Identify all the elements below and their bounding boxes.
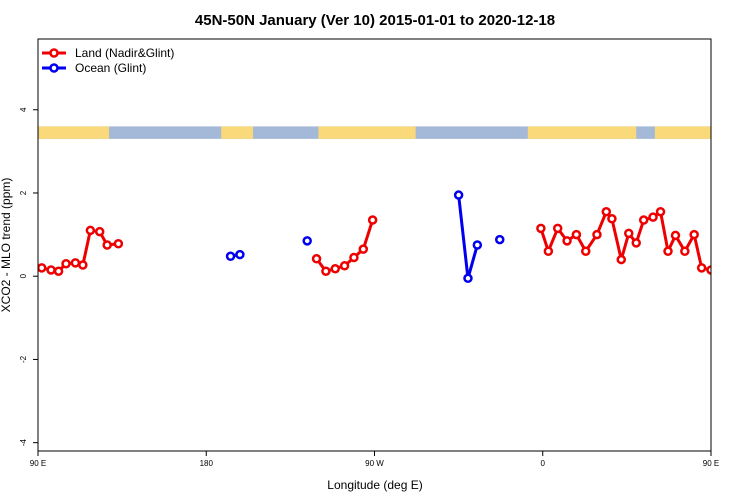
series-0-point-2-2: [552, 223, 563, 234]
land-band-2: [318, 126, 416, 139]
series-0-point-0-7: [94, 226, 105, 237]
y-tick-label-3: 2: [19, 190, 28, 195]
legend-label-1: Ocean (Glint): [75, 61, 146, 75]
series-0: [38, 206, 750, 276]
series-1-point-2-1: [463, 273, 473, 284]
series-0-point-2-13: [648, 212, 658, 222]
x-axis: 90 E 180 90 W 0 90 E: [30, 451, 719, 468]
series-0-point-0-0: [38, 263, 47, 273]
series-1-point-0-0: [225, 251, 236, 261]
land-band-1: [221, 126, 253, 139]
series-1-point-1-0: [302, 236, 312, 246]
x-tick-label-3: 0: [541, 459, 546, 468]
series-1-point-3-0: [495, 234, 505, 245]
series-0-point-1-3: [339, 261, 350, 271]
series-0-point-2-17: [680, 246, 690, 256]
y-tick-label-4: 4: [19, 107, 28, 112]
series-0-point-2-16: [670, 230, 681, 241]
series-0-point-0-1: [46, 265, 56, 275]
series-1-line-2: [457, 194, 479, 280]
series-0-point-0-9: [113, 239, 124, 249]
series-0-point-2-7: [601, 206, 612, 217]
series-1: [225, 190, 505, 284]
series-0-point-0-3: [61, 258, 71, 269]
series-layer: [38, 190, 750, 284]
series-0-point-2-22: [726, 260, 733, 267]
series-0-point-1-4: [349, 252, 359, 263]
series-0-point-2-21: [717, 268, 724, 275]
legend-marker-1: [49, 63, 59, 73]
chart-title: 45N-50N January (Ver 10) 2015-01-01 to 2…: [195, 12, 555, 29]
x-tick-label-0: 90 E: [30, 459, 46, 468]
legend-label-0: Land (Nadir&Glint): [75, 46, 174, 60]
y-tick-label-0: -4: [19, 439, 28, 447]
series-0-point-1-1: [321, 266, 331, 276]
series-0-point-2-15: [663, 246, 673, 256]
series-0-point-2-19: [696, 263, 707, 273]
series-0-point-2-9: [616, 254, 627, 265]
series-1-point-2-0: [453, 190, 464, 200]
legend: Land (Nadir&Glint)Ocean (Glint): [42, 46, 174, 75]
y-axis: -4 -2 0 2 4: [19, 107, 38, 446]
series-0-point-2-10: [623, 228, 634, 239]
series-0-point-2-12: [638, 215, 649, 225]
series-0-point-1-6: [367, 215, 378, 225]
series-0-point-2-11: [631, 238, 641, 248]
series-0-point-2-6: [592, 229, 602, 240]
y-tick-label-1: -2: [19, 355, 28, 363]
x-tick-label-1: 180: [200, 459, 214, 468]
land-band-4: [654, 126, 711, 139]
series-0-point-2-20: [706, 265, 711, 275]
series-0-point-0-8: [102, 240, 112, 250]
landmask-band: [38, 126, 711, 139]
series-0-point-1-0: [311, 253, 322, 264]
series-0-point-2-14: [655, 206, 666, 217]
series-0-point-2-0: [536, 223, 546, 234]
series-0-point-2-3: [562, 236, 572, 246]
series-0-point-0-6: [85, 225, 96, 236]
series-0-point-1-2: [330, 263, 340, 274]
series-0-point-2-24: [745, 261, 750, 268]
y-tick-label-2: 0: [19, 273, 28, 278]
x-tick-label-2: 90 W: [365, 459, 384, 468]
x-axis-title: Longitude (deg E): [327, 478, 422, 492]
x-tick-label-4: 90 E: [703, 459, 719, 468]
land-band-0: [38, 126, 110, 139]
legend-marker-0: [49, 48, 59, 58]
land-band-3: [527, 126, 637, 139]
series-0-point-1-5: [358, 244, 369, 254]
series-1-point-0-1: [235, 249, 245, 260]
plot-frame: [37, 38, 712, 452]
series-0-point-2-8: [607, 214, 617, 224]
series-0-point-2-1: [543, 246, 554, 256]
y-axis-title: XCO2 - MLO trend (ppm): [0, 178, 13, 313]
series-1-point-2-2: [472, 240, 483, 250]
series-0-point-0-5: [78, 260, 88, 270]
series-0-point-0-2: [53, 266, 64, 276]
series-0-point-2-23: [736, 259, 743, 266]
series-0-point-0-4: [70, 258, 81, 268]
series-0-point-2-18: [689, 229, 699, 240]
series-0-point-2-4: [571, 229, 582, 240]
series-0-point-2-5: [580, 246, 591, 256]
